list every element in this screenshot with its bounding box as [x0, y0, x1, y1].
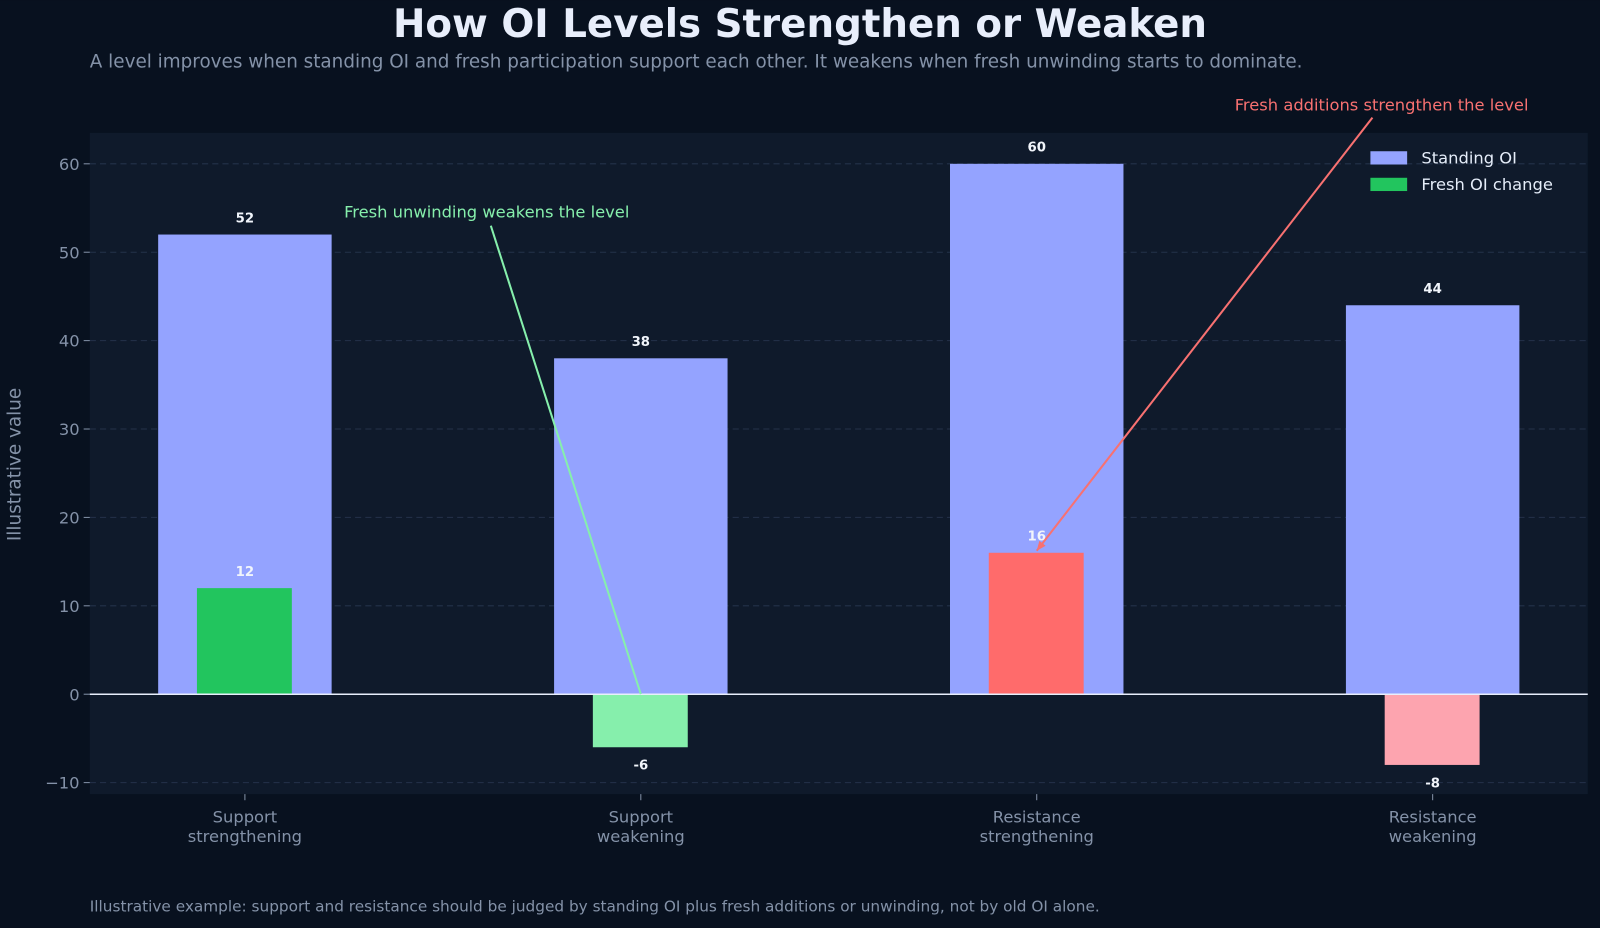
bar-standing-oi	[554, 358, 728, 695]
bar-fresh-oi-change	[1384, 694, 1480, 765]
y-tick-label: 0	[69, 685, 79, 704]
data-label-standing: 44	[1423, 282, 1441, 297]
footer-note: Illustrative example: support and resist…	[90, 897, 1100, 915]
annotation-arrow	[1035, 116, 1374, 552]
bar-standing-oi	[1345, 305, 1520, 695]
x-tick-label: Support	[609, 808, 674, 827]
annotation-arrowhead	[1036, 540, 1046, 551]
bars	[158, 163, 1520, 765]
annotations: Fresh unwinding weakens the level Fresh a…	[344, 95, 1529, 695]
x-tick-label: strengthening	[980, 827, 1094, 846]
x-tick-label: Resistance	[993, 808, 1081, 827]
data-labels: 52 12 38 -6 60 16 44 -8	[236, 141, 1442, 792]
annotation-text: Fresh unwinding weakens the level	[344, 203, 629, 222]
data-label-fresh: 16	[1028, 530, 1046, 545]
data-label-fresh: 12	[236, 565, 254, 580]
x-tick-label: strengthening	[188, 827, 302, 846]
bar-fresh-oi-change	[988, 552, 1084, 695]
x-tick-label: weakening	[1389, 827, 1477, 846]
data-label-standing: 60	[1028, 141, 1046, 156]
data-label-fresh: -8	[1425, 776, 1440, 791]
legend-label: Fresh OI change	[1421, 175, 1552, 194]
data-label-fresh: -6	[633, 759, 648, 774]
annotation-text: Fresh additions strengthen the level	[1235, 95, 1529, 114]
legend-label: Standing OI	[1421, 148, 1517, 167]
y-axis: −10 0 10 20 30 40 50 60	[45, 155, 90, 793]
y-tick-label: 50	[59, 243, 80, 262]
x-tick-label: weakening	[597, 827, 685, 846]
y-tick-label: 30	[59, 420, 80, 439]
bar-fresh-oi-change	[592, 694, 688, 748]
legend-swatch	[1370, 151, 1408, 165]
plot-area	[89, 132, 1588, 795]
bar-fresh-oi-change	[196, 588, 292, 695]
annotation-arrow	[489, 225, 642, 695]
y-tick-label: 60	[59, 155, 80, 174]
legend: Standing OI Fresh OI change	[1370, 148, 1553, 194]
data-label-standing: 52	[236, 211, 254, 226]
chart-subtitle: A level improves when standing OI and fr…	[90, 52, 1303, 73]
y-tick-label: 40	[59, 332, 80, 351]
y-tick-label: 10	[59, 597, 80, 616]
gridlines	[89, 163, 1588, 784]
data-label-standing: 38	[632, 335, 650, 350]
y-tick-label: 20	[59, 509, 80, 528]
legend-swatch	[1370, 177, 1408, 192]
x-tick-label: Resistance	[1389, 808, 1477, 827]
y-tick-label: −10	[45, 774, 79, 793]
chart-title: How OI Levels Strengthen or Weaken	[393, 2, 1207, 47]
y-axis-label: Illustrative value	[4, 388, 25, 541]
x-axis: SupportstrengtheningSupportweakeningResi…	[188, 794, 1477, 846]
x-tick-label: Support	[213, 808, 278, 827]
